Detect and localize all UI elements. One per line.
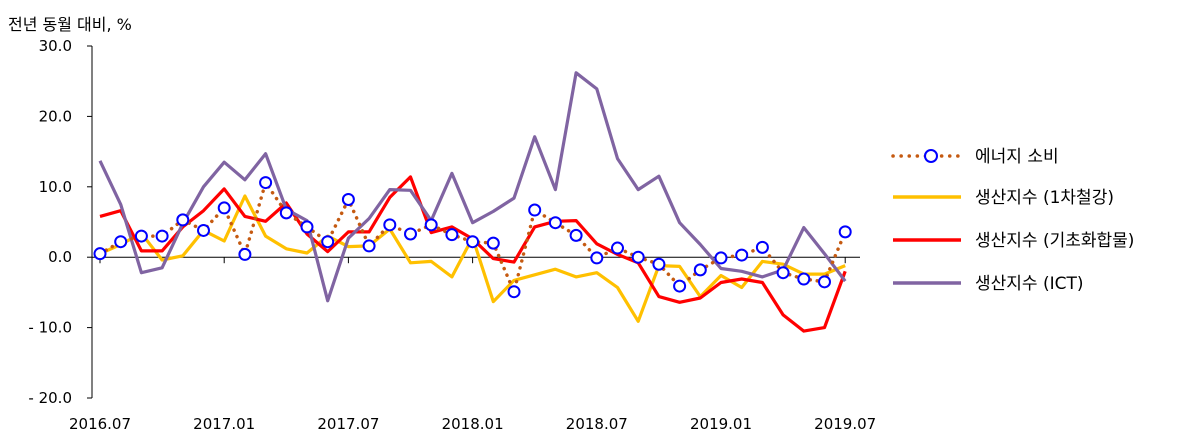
data-point <box>776 266 790 280</box>
x-tick-label: 2019.01 <box>690 415 752 433</box>
data-point <box>238 247 252 261</box>
data-point <box>341 192 355 206</box>
x-tick-label: 2019.07 <box>814 415 876 433</box>
legend-label: 생산지수 (ICT) <box>975 274 1084 294</box>
y-axis: 30.0 20.0 10.0 0.0 - 10.0 - 20.0 <box>28 37 93 407</box>
x-axis: 2016.07 2017.01 2017.07 2018.01 2018.07 2019.… <box>69 256 876 433</box>
data-point <box>259 176 273 190</box>
data-point <box>279 206 293 220</box>
legend-label: 생산지수 (기초화합물) <box>975 231 1134 251</box>
series-0 <box>93 176 852 299</box>
data-point <box>735 248 749 262</box>
data-point <box>755 240 769 254</box>
data-point <box>93 247 107 261</box>
data-point <box>445 228 459 242</box>
data-point <box>714 251 728 265</box>
data-point <box>652 257 666 271</box>
x-tick-label: 2017.01 <box>193 415 255 433</box>
legend-item: 생산지수 (ICT) <box>893 274 1084 294</box>
data-point <box>693 263 707 277</box>
y-tick-label: 20.0 <box>39 107 72 125</box>
data-point <box>611 241 624 255</box>
legend-label: 에너지 소비 <box>975 147 1059 167</box>
data-point <box>321 235 335 249</box>
y-tick-label: - 10.0 <box>28 319 72 337</box>
series-2 <box>99 175 847 333</box>
series-lines <box>93 71 852 333</box>
data-point <box>134 229 148 243</box>
data-point <box>176 213 190 227</box>
data-point <box>548 216 562 230</box>
data-point <box>404 227 417 241</box>
data-point <box>838 225 852 239</box>
data-point <box>818 275 831 289</box>
series-3 <box>98 71 847 303</box>
data-point <box>383 218 397 232</box>
data-point <box>590 251 604 265</box>
x-tick-label: 2018.07 <box>566 415 628 433</box>
legend-item: 생산지수 (1차철강) <box>893 188 1114 208</box>
series-line <box>98 71 847 303</box>
data-point <box>797 272 811 286</box>
y-tick-label: 30.0 <box>39 37 72 55</box>
data-point <box>631 250 645 264</box>
data-point <box>673 279 687 293</box>
y-tick-label: - 20.0 <box>28 389 72 407</box>
x-tick-label: 2018.01 <box>442 415 504 433</box>
y-tick-label: 10.0 <box>39 178 72 196</box>
legend-item: 생산지수 (기초화합물) <box>893 231 1134 251</box>
x-tick-label: 2016.07 <box>69 415 131 433</box>
legend-item: 에너지 소비 <box>891 147 1059 167</box>
data-point <box>424 218 438 232</box>
series-line <box>99 175 847 333</box>
data-point <box>217 201 231 215</box>
data-point <box>507 285 521 299</box>
data-point <box>528 203 542 217</box>
data-point <box>486 236 500 250</box>
data-point <box>155 229 169 243</box>
data-point <box>466 235 480 249</box>
data-point <box>114 235 128 249</box>
y-tick-label: 0.0 <box>48 248 72 266</box>
legend-marker <box>924 149 938 163</box>
data-point <box>569 228 583 242</box>
data-point <box>197 223 210 237</box>
data-point <box>300 220 314 234</box>
y-unit-label: 전년 동월 대비, % <box>8 15 132 34</box>
data-point <box>362 239 376 253</box>
x-tick-label: 2017.07 <box>317 415 379 433</box>
legend-label: 생산지수 (1차철강) <box>975 188 1114 208</box>
